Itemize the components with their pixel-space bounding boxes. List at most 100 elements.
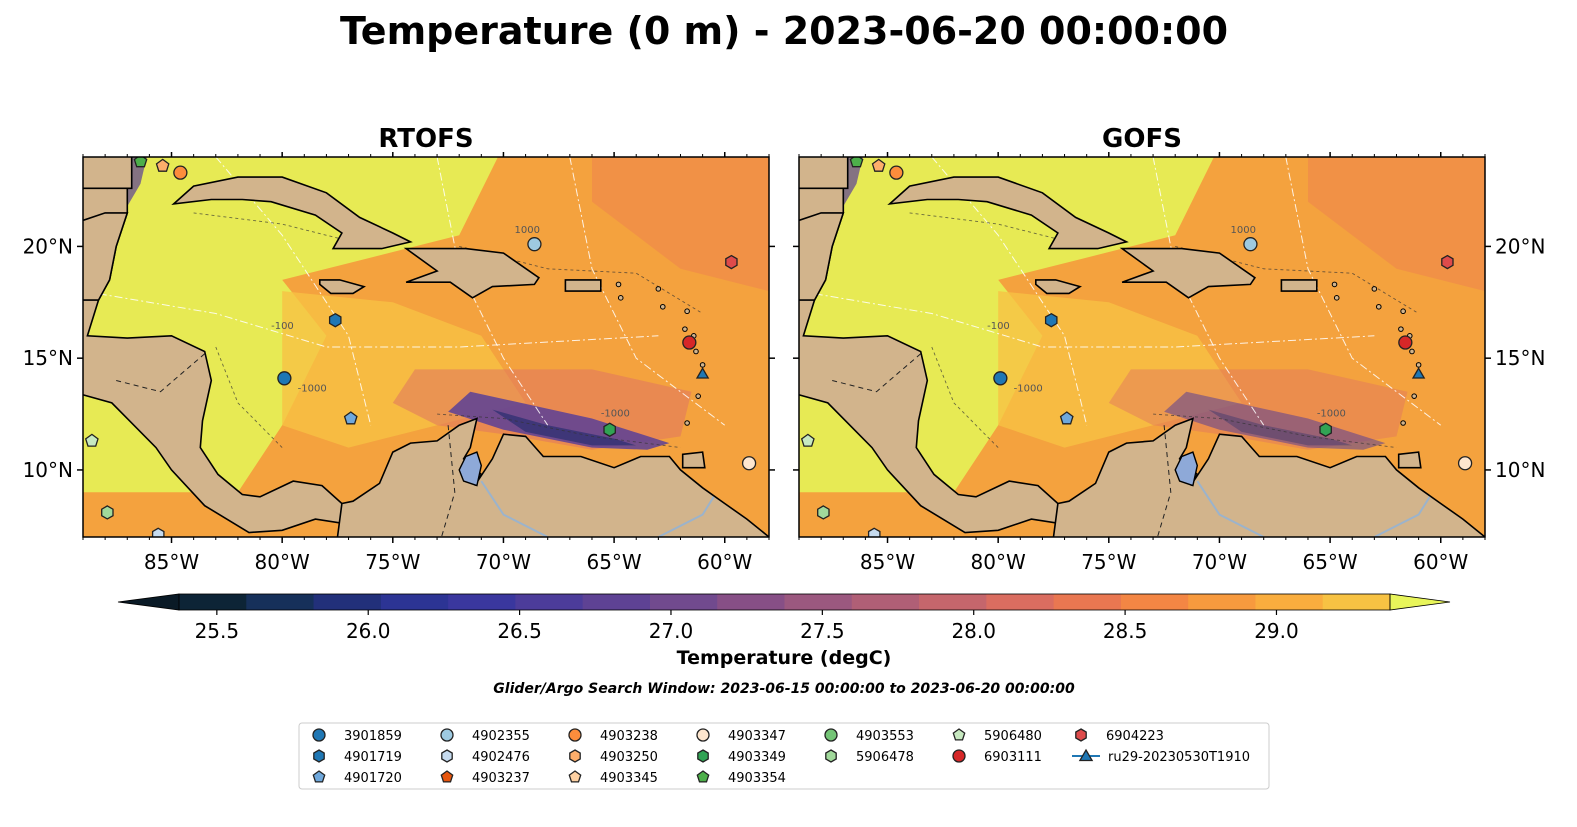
country-border <box>441 425 456 537</box>
colorbar-tick-label: 25.5 <box>195 619 240 643</box>
contour-label: -1000 <box>601 408 630 419</box>
legend-marker <box>952 749 966 763</box>
islet <box>695 393 701 399</box>
float-marker <box>277 371 292 386</box>
land-yucpen2 <box>83 157 133 190</box>
axis-ticks-rtofs: 85°W 80°W 75°W 70°W 65°W 60°W 10°N 15°N 20°N <box>23 152 775 574</box>
legend-marker <box>1078 748 1094 762</box>
legend-marker <box>440 770 454 783</box>
lon-tick-label: 85°W <box>860 550 915 574</box>
land-jamaica <box>1035 279 1082 295</box>
eez-boundary <box>436 157 549 426</box>
legend-label: 4903237 <box>472 771 530 786</box>
axis-ticks-gofs: 85°W 80°W 75°W 70°W 65°W 60°W 10°N 15°N 20°N <box>793 152 1545 574</box>
islet <box>1409 348 1415 355</box>
islet <box>1400 420 1406 426</box>
colorbar-bin <box>179 594 247 610</box>
legend-label: 6903111 <box>984 750 1042 765</box>
colorbar-tick-label: 26.0 <box>346 619 391 643</box>
lake-maracaibo <box>1174 451 1199 487</box>
legend-item: 4903238 <box>568 728 658 744</box>
legend-label: 4901719 <box>344 750 402 765</box>
lat-tick-label: 10°N <box>1495 458 1545 482</box>
river <box>480 480 549 537</box>
islet <box>699 362 706 368</box>
legend-item: 6904223 <box>1075 728 1164 744</box>
colorbar: 25.5 26.0 26.5 27.0 27.5 28.0 28.5 29.0 <box>117 593 1451 643</box>
contour-label: -100 <box>987 321 1010 332</box>
legend-marker <box>569 749 581 763</box>
colorbar-tick-label: 27.5 <box>800 619 845 643</box>
legend-marker <box>568 770 582 783</box>
colorbar-tick-label: 28.5 <box>1103 619 1148 643</box>
bathymetry-contour <box>459 245 703 314</box>
eez-boundary <box>83 290 659 348</box>
islet <box>1333 295 1340 301</box>
colorbar-extend-low <box>117 593 180 611</box>
float-marker <box>1457 456 1473 471</box>
bathymetry-contour <box>1175 245 1419 314</box>
land-puertorico <box>1280 279 1318 292</box>
land-trinidad <box>681 451 706 469</box>
legend-label: 4902355 <box>472 729 530 744</box>
river <box>657 496 715 537</box>
colorbar-tick-label: 26.5 <box>497 619 542 643</box>
islet <box>684 420 690 426</box>
float-marker <box>682 335 697 350</box>
contour-label: -100 <box>271 321 294 332</box>
figure-title: Temperature (0 m) - 2023-06-20 00:00:00 <box>340 9 1228 53</box>
legend-marker <box>824 728 838 742</box>
search-window-text: Glider/Argo Search Window: 2023-06-15 00… <box>493 681 1075 697</box>
float-marker <box>871 158 886 172</box>
legend-marker <box>1075 728 1087 742</box>
legend-item: 4903345 <box>568 770 658 786</box>
lon-tick-label: 65°W <box>1302 550 1357 574</box>
legend-label: ru29-20230530T1910 <box>1108 750 1250 765</box>
float-marker <box>1398 335 1413 350</box>
islet <box>1411 393 1417 399</box>
float-marker <box>725 254 738 270</box>
float-marker <box>889 165 904 180</box>
float-marker <box>741 456 757 471</box>
land-trinidad <box>1397 451 1422 469</box>
float-marker <box>1059 411 1074 425</box>
legend-item: 4903354 <box>696 770 786 786</box>
colorbar-bin <box>986 594 1055 610</box>
map-gofs: -100 -1000 1000 -1000 <box>799 157 1485 537</box>
islet <box>617 295 624 301</box>
colorbar-tick-label: 29.0 <box>1254 619 1299 643</box>
float-marker <box>173 165 188 180</box>
land-puertorico <box>564 279 602 292</box>
float-marker <box>343 411 358 425</box>
islet <box>1375 303 1382 310</box>
colorbar-bin <box>1255 594 1324 610</box>
colorbar-bin <box>1053 594 1122 610</box>
country-border <box>832 353 922 393</box>
islet <box>655 286 662 292</box>
colorbar-tick-label: 27.0 <box>649 619 694 643</box>
lake-maracaibo <box>458 451 483 487</box>
islet <box>1371 286 1378 292</box>
warm-water-northeast <box>592 157 769 292</box>
colorbar-bin <box>582 594 651 610</box>
contour-label: -1000 <box>1317 408 1346 419</box>
float-marker <box>695 366 710 379</box>
legend-label: 4901720 <box>344 771 402 786</box>
legend-item: 4903553 <box>824 728 914 744</box>
float-marker <box>84 433 99 447</box>
lat-tick-label: 15°N <box>1495 346 1545 370</box>
lon-tick-label: 80°W <box>255 550 310 574</box>
lat-tick-label: 20°N <box>23 234 73 258</box>
land-yucatan <box>83 212 129 301</box>
float-marker <box>1411 366 1426 379</box>
eez-boundary <box>569 157 726 426</box>
cool-water-band <box>448 391 670 450</box>
cold-core <box>492 409 637 446</box>
legend-item: 4901719 <box>313 749 402 765</box>
colorbar-bin <box>784 594 853 610</box>
float-marker <box>800 433 815 447</box>
colorbar-bin <box>380 594 449 610</box>
legend-marker <box>696 728 710 742</box>
legend: 3901859 4901719 4901720 4902355 4902476 49032… <box>312 728 1250 786</box>
colorbar-bin <box>246 594 315 610</box>
